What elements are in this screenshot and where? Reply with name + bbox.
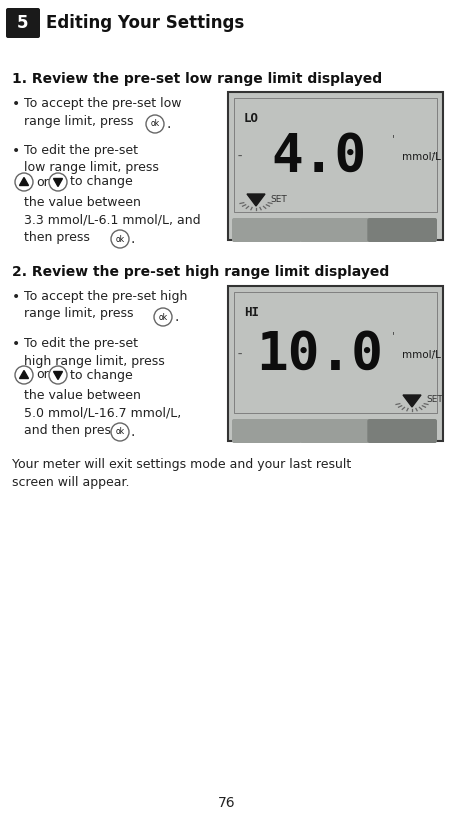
Text: •: •	[12, 290, 20, 304]
Text: •: •	[12, 337, 20, 351]
Text: To edit the pre-set
low range limit, press: To edit the pre-set low range limit, pre…	[24, 144, 159, 174]
Text: mmol/L: mmol/L	[402, 350, 441, 360]
Text: ': '	[392, 330, 395, 341]
FancyBboxPatch shape	[232, 218, 302, 242]
FancyBboxPatch shape	[234, 292, 437, 413]
FancyBboxPatch shape	[367, 218, 437, 242]
Text: 1. Review the pre-set low range limit displayed: 1. Review the pre-set low range limit di…	[12, 72, 382, 86]
FancyBboxPatch shape	[234, 98, 437, 212]
Circle shape	[146, 115, 164, 133]
Text: ': '	[392, 134, 395, 144]
Circle shape	[15, 366, 33, 384]
Circle shape	[15, 173, 33, 191]
Text: to change: to change	[70, 369, 133, 382]
FancyBboxPatch shape	[300, 419, 369, 443]
Circle shape	[111, 230, 129, 248]
Text: Your meter will exit settings mode and your last result
screen will appear.: Your meter will exit settings mode and y…	[12, 458, 351, 489]
Text: .: .	[174, 310, 178, 324]
Circle shape	[111, 423, 129, 441]
Text: the value between
3.3 mmol/L-6.1 mmol/L, and
then press: the value between 3.3 mmol/L-6.1 mmol/L,…	[24, 196, 201, 244]
Polygon shape	[20, 370, 29, 378]
Text: To edit the pre-set
high range limit, press: To edit the pre-set high range limit, pr…	[24, 337, 165, 368]
Text: SET: SET	[270, 194, 287, 203]
Text: •: •	[12, 97, 20, 111]
Text: -: -	[236, 348, 244, 362]
Text: -: -	[431, 149, 435, 159]
Text: the value between
5.0 mmol/L-16.7 mmol/L,
and then press: the value between 5.0 mmol/L-16.7 mmol/L…	[24, 389, 181, 437]
Polygon shape	[54, 178, 62, 187]
Circle shape	[154, 308, 172, 326]
FancyBboxPatch shape	[300, 218, 369, 242]
Text: Editing Your Settings: Editing Your Settings	[46, 14, 244, 32]
FancyBboxPatch shape	[367, 419, 437, 443]
Text: or: or	[36, 175, 49, 188]
Text: To accept the pre-set high
range limit, press: To accept the pre-set high range limit, …	[24, 290, 187, 320]
Text: To accept the pre-set low
range limit, press: To accept the pre-set low range limit, p…	[24, 97, 182, 128]
Circle shape	[49, 366, 67, 384]
Text: ok: ok	[116, 235, 125, 243]
Text: ok: ok	[116, 427, 125, 437]
Polygon shape	[403, 395, 421, 407]
Text: .: .	[131, 425, 136, 439]
Text: or: or	[36, 369, 49, 382]
Text: LO: LO	[244, 112, 259, 125]
Text: mmol/L: mmol/L	[402, 152, 441, 163]
Text: -: -	[236, 150, 244, 164]
Text: •: •	[12, 144, 20, 158]
Text: 2. Review the pre-set high range limit displayed: 2. Review the pre-set high range limit d…	[12, 265, 389, 279]
FancyBboxPatch shape	[228, 92, 443, 240]
Polygon shape	[20, 178, 29, 185]
Text: 76: 76	[218, 796, 236, 810]
Text: .: .	[131, 232, 136, 246]
FancyBboxPatch shape	[6, 8, 40, 38]
Text: 5: 5	[17, 14, 29, 32]
FancyBboxPatch shape	[232, 419, 302, 443]
Text: SET: SET	[426, 396, 443, 404]
Text: .: .	[166, 117, 170, 131]
Polygon shape	[54, 372, 62, 379]
FancyBboxPatch shape	[228, 286, 443, 441]
Text: ok: ok	[158, 313, 167, 321]
Polygon shape	[247, 194, 265, 206]
Text: HI: HI	[244, 306, 259, 319]
Text: 10.0: 10.0	[256, 329, 383, 381]
Text: ok: ok	[151, 120, 160, 129]
Circle shape	[49, 173, 67, 191]
Text: to change: to change	[70, 175, 133, 188]
Text: -: -	[431, 346, 435, 356]
Text: 4.0: 4.0	[272, 131, 367, 183]
